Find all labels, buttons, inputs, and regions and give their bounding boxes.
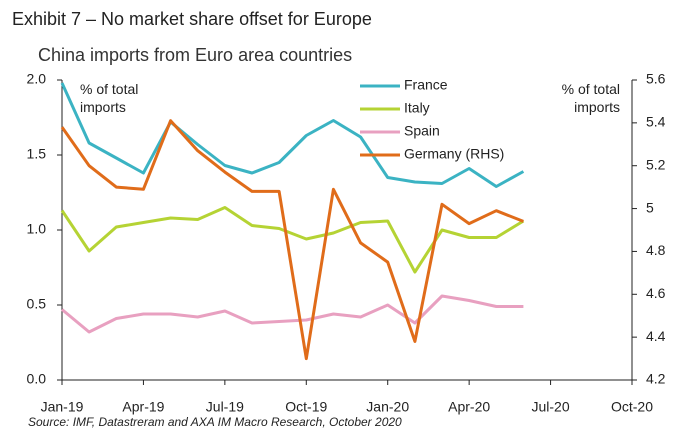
- y2-tick-label: 5.2: [646, 156, 666, 172]
- x-tick-label: Oct-19: [285, 399, 327, 415]
- y2-tick-label: 5.6: [646, 71, 666, 87]
- y-tick-label: 0.0: [27, 371, 47, 387]
- x-tick-label: Jul-20: [532, 399, 570, 415]
- legend-label: France: [404, 77, 448, 93]
- legend-label: Italy: [404, 100, 430, 116]
- y2-tick-label: 5.4: [646, 114, 666, 130]
- chart-title: China imports from Euro area countries: [38, 45, 352, 65]
- series-line: [60, 206, 525, 274]
- series-line: [61, 294, 524, 334]
- legend-label: Spain: [404, 123, 440, 139]
- y2-tick-label: 4.6: [646, 285, 666, 301]
- y2-tick-label: 5: [646, 199, 654, 215]
- x-tick-label: Apr-19: [122, 399, 164, 415]
- series-line: [60, 82, 525, 188]
- exhibit-title: Exhibit 7 – No market share offset for E…: [12, 9, 372, 29]
- y-tick-label: 1.0: [27, 221, 47, 237]
- y-axis-label: % of total imports: [80, 81, 139, 115]
- x-tick-label: Apr-20: [448, 399, 490, 415]
- source: Source: IMF, Datastreram and AXA IM Macr…: [28, 415, 402, 429]
- y-tick-label: 1.5: [27, 146, 47, 162]
- x-tick-label: Jan-19: [41, 399, 84, 415]
- x-tick-label: Jul-19: [206, 399, 244, 415]
- y2-tick-label: 4.4: [646, 328, 666, 344]
- x-tick-label: Jan-20: [366, 399, 409, 415]
- y2-axis-label: % of total imports: [561, 81, 620, 115]
- legend-label: Germany (RHS): [404, 146, 504, 162]
- y2-tick-label: 4.2: [646, 371, 666, 387]
- y2-tick-label: 4.8: [646, 242, 666, 258]
- series-line: [60, 119, 524, 361]
- y-tick-label: 2.0: [27, 71, 47, 87]
- y-tick-label: 0.5: [27, 296, 47, 312]
- x-tick-label: Oct-20: [611, 399, 653, 415]
